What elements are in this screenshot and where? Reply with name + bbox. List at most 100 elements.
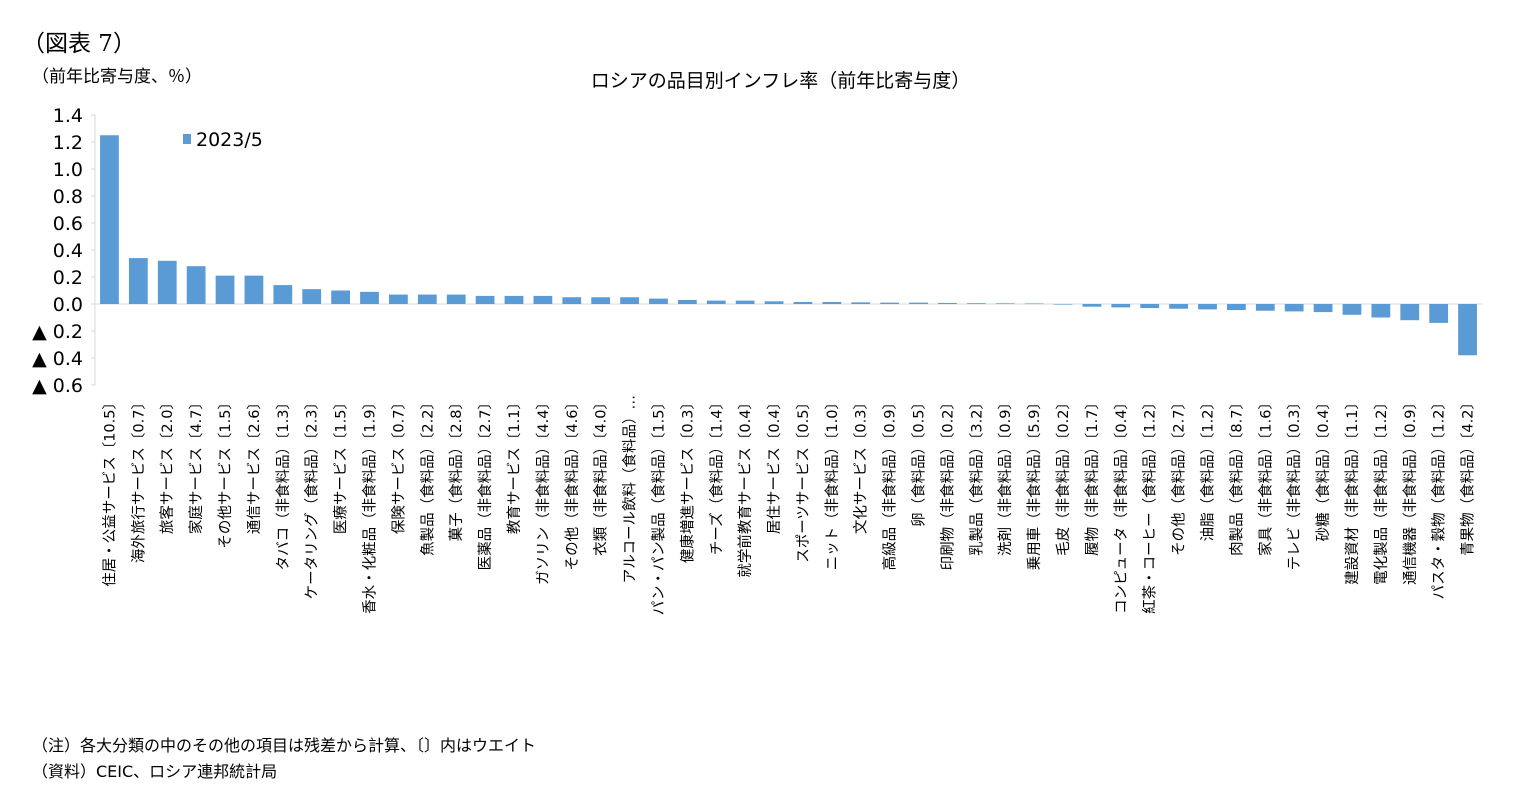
x-category-label: 香水・化粧品（非食料品）〔1.9〕 <box>362 395 379 614</box>
x-category-label: ニット（非食料品）〔1.0〕 <box>824 395 841 570</box>
bar <box>1255 304 1275 311</box>
bar <box>938 302 957 304</box>
x-category-label: 青果物（食料品）〔4.2〕 <box>1460 395 1477 556</box>
legend: 2023/5 <box>183 129 263 151</box>
bar <box>706 300 726 304</box>
bar <box>1371 304 1391 318</box>
x-category-label: ガソリン（非食料品）〔4.4〕 <box>535 395 552 585</box>
bar <box>966 303 986 304</box>
bars <box>100 135 1477 356</box>
x-category-label: 家庭サービス〔4.7〕 <box>188 395 205 534</box>
bar <box>1169 304 1188 309</box>
x-category-label: チーズ（食料品）〔1.4〕 <box>708 395 725 555</box>
x-category-label: 健康増進サービス〔0.3〕 <box>679 395 696 563</box>
x-category-label: タバコ（非食料品）〔1.3〕 <box>275 395 292 570</box>
bar <box>273 285 293 304</box>
bar <box>822 301 842 304</box>
bar <box>1400 304 1420 321</box>
bar <box>677 299 697 304</box>
bar-chart: 1.41.21.00.80.60.40.20.0▲ 0.2▲ 0.4▲ 0.6 … <box>32 105 1482 615</box>
bar <box>1198 304 1217 310</box>
bar <box>995 303 1015 304</box>
x-category-label: その他サービス〔1.5〕 <box>217 395 234 549</box>
y-tick-label: 0.0 <box>53 294 83 316</box>
x-category-label: 電化製品（非食料品）〔1.2〕 <box>1373 395 1390 585</box>
bar <box>417 294 437 304</box>
x-category-label: 教育サービス〔1.1〕 <box>506 395 523 534</box>
x-category-label: 居住サービス〔0.4〕 <box>766 395 783 534</box>
x-category-label: パン・パン製品（食料品）〔1.5〕 <box>650 395 667 615</box>
x-category-label: パスタ・穀物（食料品）〔1.2〕 <box>1431 395 1448 599</box>
y-tick-label: 0.2 <box>53 267 83 289</box>
x-axis-labels: 住居・公益サービス〔10.5〕 海外旅行サービス〔0.7〕 旅客サービス〔2.0〕家… <box>101 395 1476 615</box>
bar <box>302 289 322 304</box>
x-category-label: コンピュータ（非食料品）〔0.4〕 <box>1113 395 1130 614</box>
x-category-label: 毛皮（非食料品）〔0.2〕 <box>1055 395 1072 556</box>
x-category-label: 衣類（非食料品）〔4.0〕 <box>593 395 610 556</box>
bar <box>1053 304 1073 305</box>
y-tick-label: 1.4 <box>53 105 83 127</box>
y-tick-label: ▲ 0.6 <box>32 375 83 397</box>
bar <box>562 297 582 304</box>
x-category-label: 建設資材（非食料品）〔1.1〕 <box>1344 395 1361 585</box>
x-category-label: ケータリング（食料品）〔2.3〕 <box>304 395 321 599</box>
bar <box>504 295 524 304</box>
y-tick-label: 1.2 <box>53 132 83 154</box>
bar <box>1024 303 1044 305</box>
bar <box>620 297 639 304</box>
bar <box>793 301 813 304</box>
bar <box>649 298 668 304</box>
x-category-label: 文化サービス〔0.3〕 <box>853 395 870 534</box>
x-category-label: 卵（食料品）〔0.5〕 <box>911 395 928 527</box>
bar <box>591 297 611 304</box>
bar <box>1082 304 1102 307</box>
bar <box>880 302 900 304</box>
x-category-label: 肉製品（食料品）〔8.7〕 <box>1228 395 1245 556</box>
chart-title: ロシアの品目別インフレ率（前年比寄与度） <box>590 70 971 92</box>
bar <box>735 300 755 304</box>
x-category-label: 乳製品（食料品）〔3.2〕 <box>968 395 985 556</box>
bar <box>851 302 871 304</box>
x-category-label: 菓子（食料品）〔2.8〕 <box>448 395 465 541</box>
y-axis-unit-label: （前年比寄与度、％） <box>32 67 202 87</box>
bar <box>1284 304 1304 312</box>
y-tick-label: 0.6 <box>53 213 83 235</box>
bar <box>389 294 408 304</box>
x-category-label: 就学前教育サービス〔0.4〕 <box>737 395 754 578</box>
x-category-label: 砂糖（食料品）〔0.4〕 <box>1315 395 1332 541</box>
x-category-label: その他（非食料品）〔4.6〕 <box>564 395 581 570</box>
x-category-label: 魚製品（食料品）〔2.2〕 <box>419 395 436 556</box>
figure-label: （図表 7） <box>22 31 136 57</box>
bar <box>215 275 235 304</box>
x-category-label: 高級品（非食料品）〔0.9〕 <box>882 395 899 570</box>
y-axis: 1.4 1.2 1.0 0.8 0.6 0.4 0.2 0.0 ▲ 0.2 ▲ 0.4 ▲ 0.6 <box>32 105 1482 397</box>
x-category-label: アルコール飲料（食料品）… <box>622 395 639 583</box>
bar <box>100 135 119 304</box>
x-category-label: テレビ（非食料品）〔0.3〕 <box>1286 395 1303 570</box>
bar <box>1140 304 1160 309</box>
bar <box>475 295 495 304</box>
y-tick-label: 1.0 <box>53 159 83 181</box>
bar <box>331 290 351 304</box>
legend-swatch <box>183 134 191 144</box>
bar <box>446 294 466 304</box>
legend-label: 2023/5 <box>196 129 263 151</box>
y-tick-label: ▲ 0.4 <box>32 348 83 370</box>
y-tick-label: ▲ 0.2 <box>32 321 83 343</box>
bar <box>1313 304 1333 313</box>
y-tick-label: 0.4 <box>53 240 83 262</box>
x-category-label: 紅茶・コーヒー（食料品）〔1.2〕 <box>1142 395 1159 614</box>
x-category-label: 医薬品（非食料品）〔2.7〕 <box>477 395 494 570</box>
bar <box>533 295 553 304</box>
bar <box>360 291 379 304</box>
x-category-label: 油脂（食料品）〔1.2〕 <box>1199 395 1216 541</box>
bar <box>1111 304 1131 308</box>
x-category-label: 住居・公益サービス〔10.5〕 <box>101 395 118 587</box>
x-category-label: 履物（非食料品）〔1.7〕 <box>1084 395 1101 556</box>
x-category-label: 家具（非食料品）〔1.6〕 <box>1257 395 1274 556</box>
bar <box>1226 304 1246 311</box>
bar <box>1458 304 1477 356</box>
x-category-label: 乗用車（非食料品）〔5.9〕 <box>1026 395 1043 570</box>
bar <box>764 301 784 304</box>
bar <box>128 258 148 304</box>
